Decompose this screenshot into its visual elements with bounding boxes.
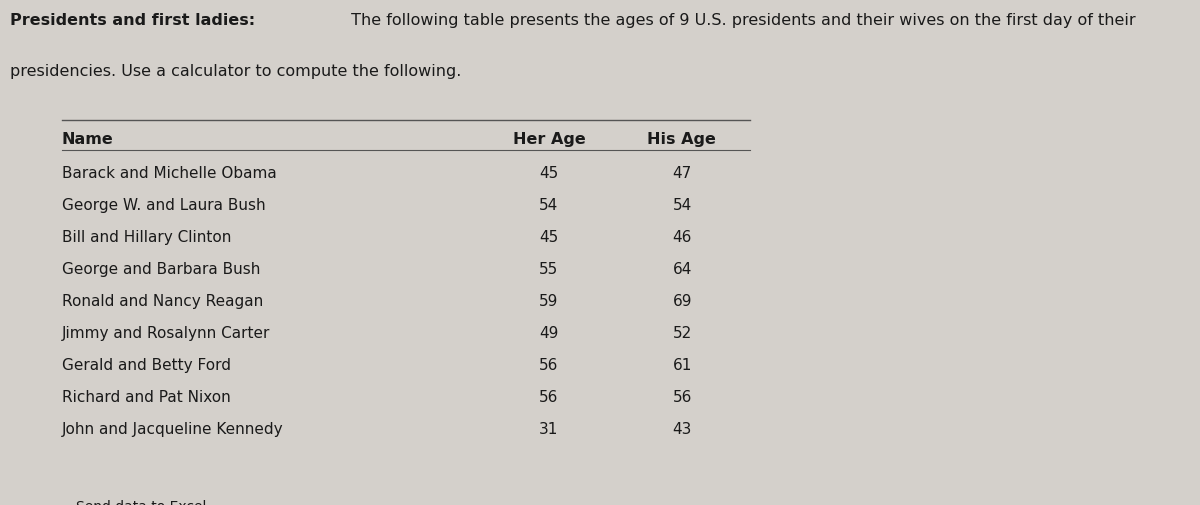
- Text: 31: 31: [539, 421, 558, 436]
- FancyBboxPatch shape: [56, 489, 226, 505]
- Text: 43: 43: [673, 421, 692, 436]
- Text: 59: 59: [539, 293, 558, 308]
- Text: 64: 64: [673, 261, 692, 276]
- Text: Gerald and Betty Ford: Gerald and Betty Ford: [61, 357, 230, 372]
- Text: 55: 55: [539, 261, 558, 276]
- Text: Her Age: Her Age: [514, 131, 587, 146]
- Text: 56: 56: [539, 389, 558, 404]
- Text: Barack and Michelle Obama: Barack and Michelle Obama: [61, 166, 276, 180]
- Text: George W. and Laura Bush: George W. and Laura Bush: [61, 197, 265, 213]
- Text: Name: Name: [61, 131, 113, 146]
- Text: 61: 61: [673, 357, 692, 372]
- Text: Presidents and first ladies:: Presidents and first ladies:: [11, 13, 256, 28]
- Text: 56: 56: [539, 357, 558, 372]
- Text: presidencies. Use a calculator to compute the following.: presidencies. Use a calculator to comput…: [11, 64, 462, 78]
- Text: 56: 56: [673, 389, 692, 404]
- Text: 45: 45: [539, 166, 558, 180]
- Text: 46: 46: [673, 229, 692, 244]
- Text: 54: 54: [539, 197, 558, 213]
- Text: 52: 52: [673, 325, 692, 340]
- Text: 45: 45: [539, 229, 558, 244]
- Text: Richard and Pat Nixon: Richard and Pat Nixon: [61, 389, 230, 404]
- Text: His Age: His Age: [647, 131, 716, 146]
- Text: 49: 49: [539, 325, 558, 340]
- Text: Jimmy and Rosalynn Carter: Jimmy and Rosalynn Carter: [61, 325, 270, 340]
- Text: Send data to Excel: Send data to Excel: [76, 498, 206, 505]
- Text: George and Barbara Bush: George and Barbara Bush: [61, 261, 260, 276]
- Text: The following table presents the ages of 9 U.S. presidents and their wives on th: The following table presents the ages of…: [346, 13, 1135, 28]
- Text: Ronald and Nancy Reagan: Ronald and Nancy Reagan: [61, 293, 263, 308]
- Text: Bill and Hillary Clinton: Bill and Hillary Clinton: [61, 229, 230, 244]
- Text: John and Jacqueline Kennedy: John and Jacqueline Kennedy: [61, 421, 283, 436]
- Text: 69: 69: [673, 293, 692, 308]
- Text: 47: 47: [673, 166, 692, 180]
- Text: 54: 54: [673, 197, 692, 213]
